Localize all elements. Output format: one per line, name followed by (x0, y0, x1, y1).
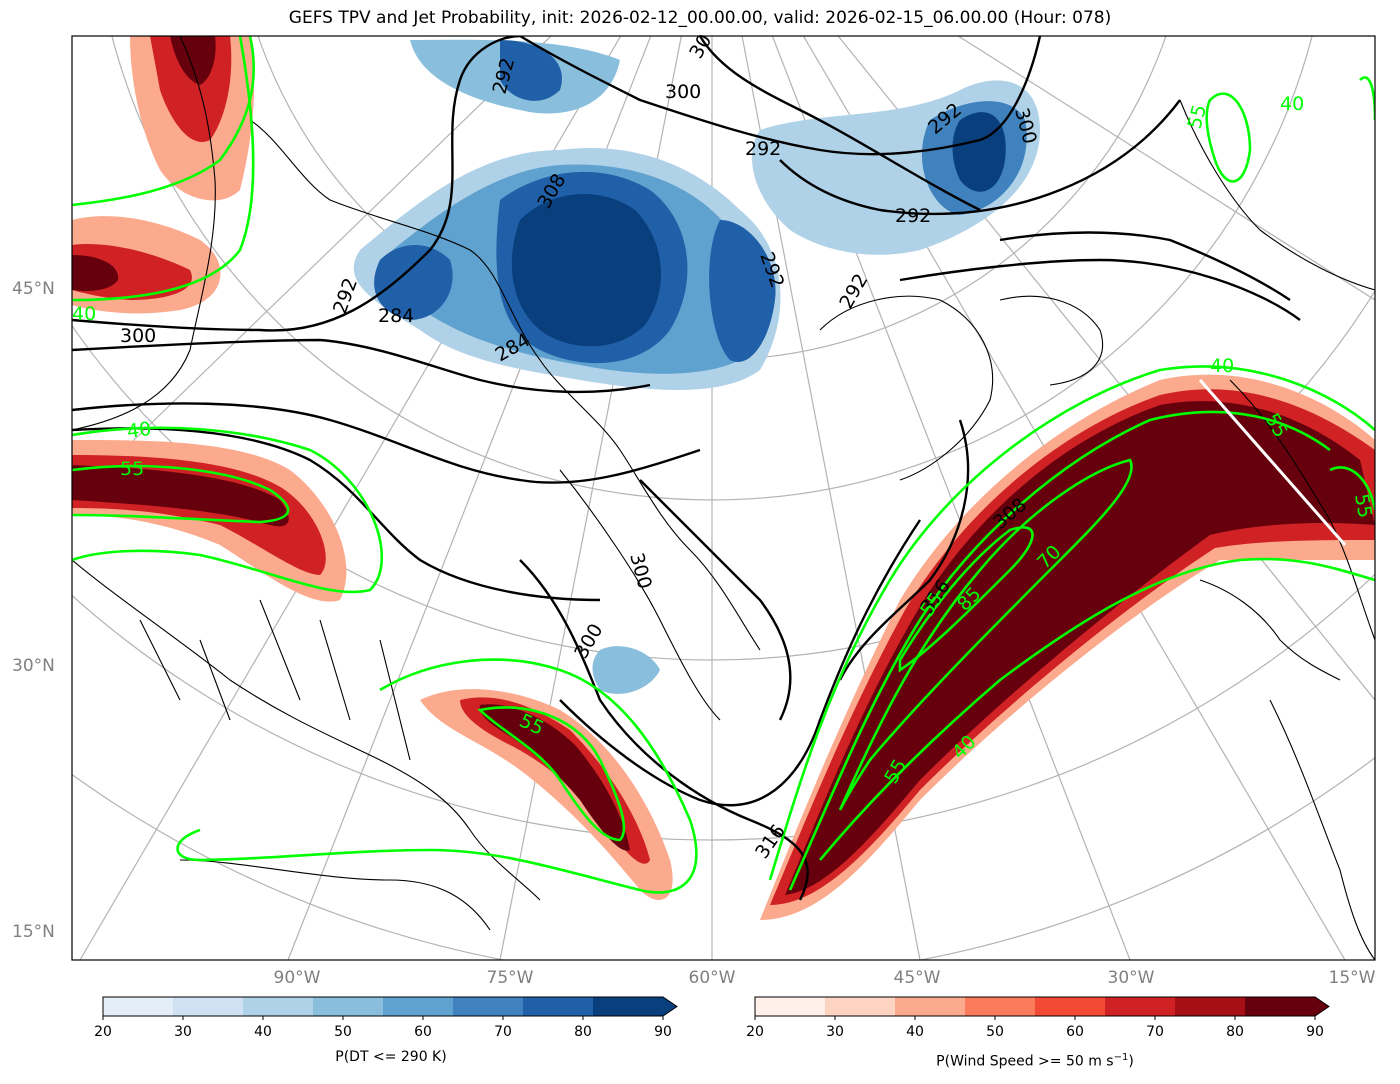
colorbar-jet: 20 30 40 50 60 70 80 90 (746, 996, 1330, 1040)
colorbar-tpv-swatch (243, 997, 313, 1016)
colorbar-jet-outline (754, 996, 1330, 1017)
theta-contour-label: 292 (895, 205, 931, 227)
lon-label: 90°W (274, 968, 321, 988)
jet-contour-label: 40 (1210, 355, 1234, 377)
colorbar-jet-tick-label: 40 (906, 1024, 924, 1040)
lat-label: 45°N (12, 279, 55, 299)
colorbar-tpv-tick-label: 50 (334, 1024, 352, 1040)
lon-label: 15°W (1329, 968, 1376, 988)
lon-label: 45°W (894, 968, 941, 988)
colorbar-tpv-swatch (313, 997, 383, 1016)
colorbar-tpv-swatch (453, 997, 523, 1016)
colorbar-tpv-swatch (173, 997, 243, 1016)
colorbar-jet-tick-label: 30 (826, 1024, 844, 1040)
colorbar-tpv-extend-arrow (593, 997, 677, 1016)
jet-probability-shading (72, 36, 1375, 920)
lon-label: 75°W (487, 968, 534, 988)
colorbar-jet-tick-label: 20 (746, 1024, 764, 1040)
colorbar-tpv-tick-label: 30 (174, 1024, 192, 1040)
colorbar-jet-swatch (1175, 997, 1245, 1016)
jet-contour-label: 40 (72, 303, 96, 325)
colorbar-jet-tick-label: 70 (1146, 1024, 1164, 1040)
theta-contours (72, 36, 1301, 901)
theta-contour-label: 300 (120, 325, 156, 347)
colorbar-tpv-tick-label: 60 (414, 1024, 432, 1040)
colorbar-jet-swatch (825, 997, 895, 1016)
colorbar-tpv-outline (102, 996, 678, 1017)
colorbar-tpv-tick-label: 80 (574, 1024, 592, 1040)
colorbar-tpv-swatch (523, 997, 593, 1016)
theta-contour-label: 292 (745, 138, 781, 160)
colorbar-jet-swatch (1105, 997, 1175, 1016)
colorbar-tpv-swatch (103, 997, 173, 1016)
colorbar-jet-swatch (755, 997, 825, 1016)
colorbar-jet-label: P(Wind Speed >= 50 m s−1) (936, 1052, 1134, 1070)
lon-label: 30°W (1108, 968, 1155, 988)
jet-contours (72, 36, 1375, 894)
lat-label: 15°N (12, 922, 55, 942)
colorbar-jet-tick-label: 50 (986, 1024, 1004, 1040)
theta-contour-label: 300 (665, 81, 701, 103)
colorbar-jet-extend-arrow (1245, 997, 1329, 1016)
colorbar-tpv-swatch (383, 997, 453, 1016)
colorbar-jet-tick-label: 90 (1306, 1024, 1324, 1040)
jet-contour-label: 55 (120, 458, 144, 480)
graticule (72, 36, 1375, 960)
colorbar-tpv-tick-label: 20 (94, 1024, 112, 1040)
colorbar-tpv-label: P(DT <= 290 K) (335, 1049, 447, 1065)
colorbar-tpv-tick-label: 40 (254, 1024, 272, 1040)
lon-label: 60°W (689, 968, 736, 988)
colorbar-jet-swatch (965, 997, 1035, 1016)
jet-contour-label: 55 (1350, 492, 1376, 520)
jet-contour-label: 40 (126, 418, 153, 443)
colorbar-jet-swatch (1035, 997, 1105, 1016)
colorbar-tpv: 20 30 40 50 60 70 80 90 (94, 996, 678, 1040)
axis-labels: 45°N 30°N 15°N 90°W 75°W 60°W 45°W 30°W … (12, 279, 1376, 988)
colorbar-tpv-tick-label: 70 (494, 1024, 512, 1040)
colorbar-jet-swatch (895, 997, 965, 1016)
colorbar-jet-tick-label: 80 (1226, 1024, 1244, 1040)
map-frame (71, 35, 1376, 961)
colorbar-jet-tick-label: 60 (1066, 1024, 1084, 1040)
map-title: GEFS TPV and Jet Probability, init: 2026… (288, 8, 1112, 28)
lat-label: 30°N (12, 656, 55, 676)
colorbar-tpv-tick-label: 90 (654, 1024, 672, 1040)
jet-contour-label: 40 (1280, 93, 1304, 115)
projection-seam (1198, 379, 1347, 546)
theta-contour-label: 284 (378, 305, 414, 327)
